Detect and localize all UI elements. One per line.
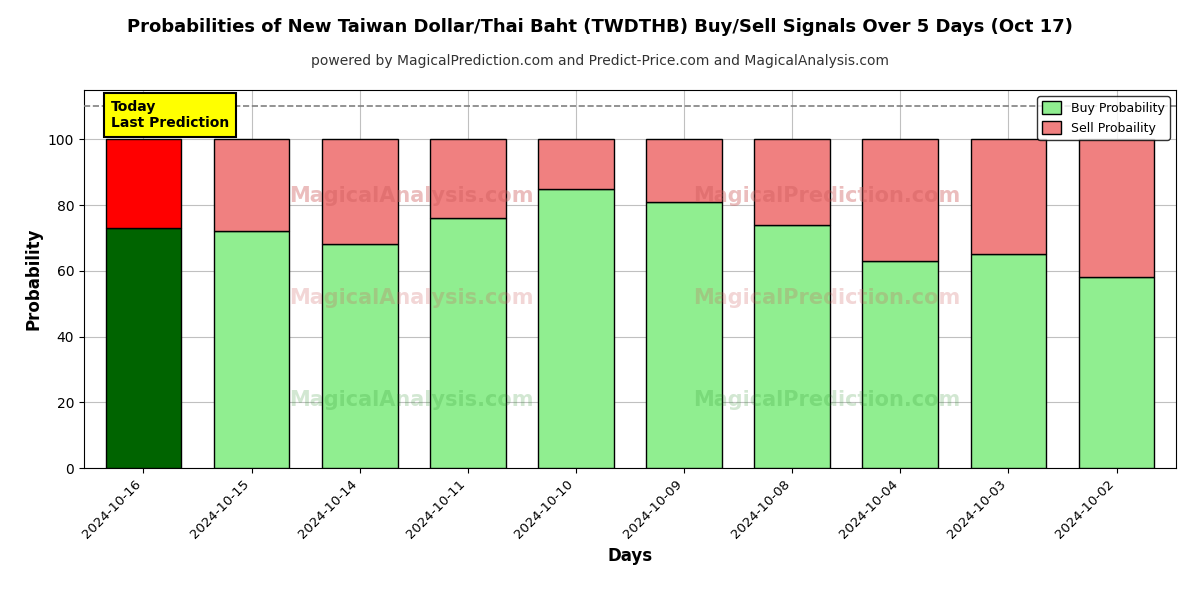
Legend: Buy Probability, Sell Probaility: Buy Probability, Sell Probaility	[1037, 96, 1170, 140]
Bar	[647, 202, 722, 468]
Bar	[538, 139, 613, 188]
Bar	[971, 139, 1046, 254]
Bar	[322, 139, 397, 244]
Bar	[1079, 277, 1154, 468]
Bar	[538, 188, 613, 468]
Bar	[322, 244, 397, 468]
Bar	[106, 139, 181, 228]
Text: Probabilities of New Taiwan Dollar/Thai Baht (TWDTHB) Buy/Sell Signals Over 5 Da: Probabilities of New Taiwan Dollar/Thai …	[127, 18, 1073, 36]
Bar	[214, 232, 289, 468]
Bar	[214, 139, 289, 232]
Text: powered by MagicalPrediction.com and Predict-Price.com and MagicalAnalysis.com: powered by MagicalPrediction.com and Pre…	[311, 54, 889, 68]
Bar	[1079, 139, 1154, 277]
Bar	[863, 261, 938, 468]
Text: MagicalPrediction.com: MagicalPrediction.com	[692, 186, 960, 206]
Bar	[430, 139, 505, 218]
X-axis label: Days: Days	[607, 547, 653, 565]
Y-axis label: Probability: Probability	[24, 228, 42, 330]
Text: MagicalAnalysis.com: MagicalAnalysis.com	[289, 186, 534, 206]
Bar	[755, 225, 830, 468]
Text: MagicalPrediction.com: MagicalPrediction.com	[692, 288, 960, 308]
Bar	[971, 254, 1046, 468]
Bar	[106, 228, 181, 468]
Bar	[430, 218, 505, 468]
Bar	[755, 139, 830, 225]
Text: Today
Last Prediction: Today Last Prediction	[112, 100, 229, 130]
Bar	[863, 139, 938, 261]
Text: MagicalAnalysis.com: MagicalAnalysis.com	[289, 288, 534, 308]
Bar	[647, 139, 722, 202]
Text: MagicalPrediction.com: MagicalPrediction.com	[692, 390, 960, 410]
Text: MagicalAnalysis.com: MagicalAnalysis.com	[289, 390, 534, 410]
